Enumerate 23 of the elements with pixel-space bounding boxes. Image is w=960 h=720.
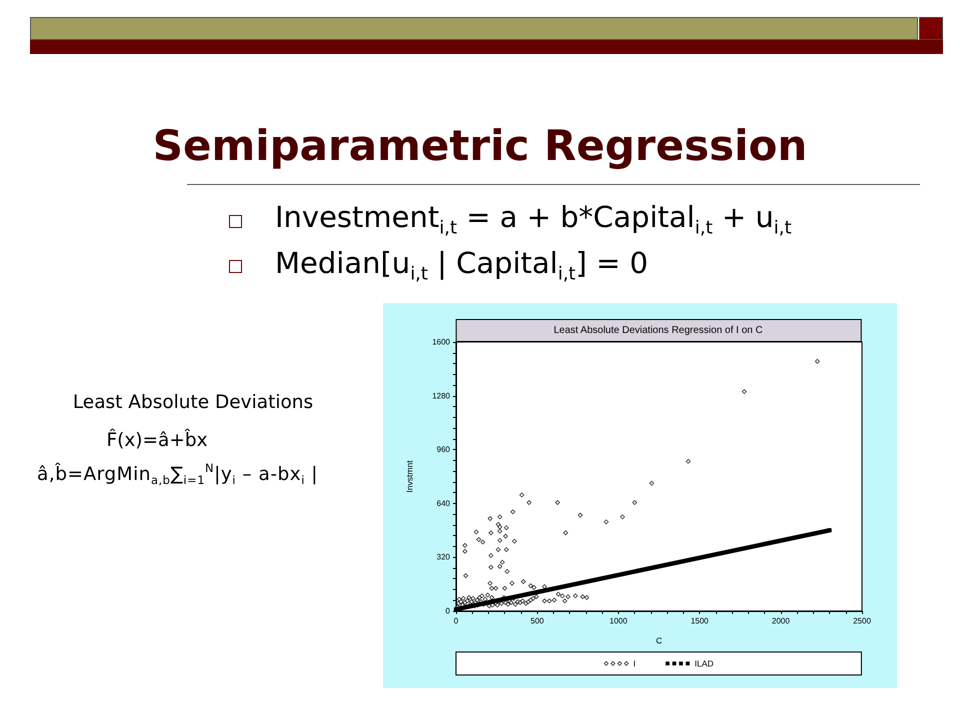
y-axis-title: Invstmnt	[404, 460, 414, 493]
x-axis-title: C	[656, 636, 662, 646]
x-tick-label: 2500	[853, 616, 872, 626]
text: â,b̂=ArgMin$_{a,b}$∑$_{i=1}$$^{N}$|y$_{i}$ – a-bx$_{i}$ |	[37, 460, 318, 487]
y-tick-label: 640	[436, 498, 451, 508]
x-tick-label: 2000	[772, 616, 790, 626]
legend-label: ILAD	[694, 658, 714, 668]
text: Least Absolute Deviations	[72, 391, 314, 415]
text: Semiparametric Regression	[152, 120, 808, 172]
x-tick-label: 0	[454, 616, 459, 626]
y-tick-label: 320	[436, 552, 451, 562]
y-tick-label: 1600	[432, 338, 451, 346]
text: F̂(x)=â+b̂x	[105, 428, 209, 453]
x-tick-label: 1500	[690, 616, 710, 626]
chart-title: Least Absolute Deviations Regression of I on C	[554, 325, 763, 336]
y-tick-label: 0	[446, 606, 451, 616]
y-tick-label: 960	[436, 445, 451, 454]
y-tick-label: 1280	[432, 391, 451, 400]
text: Median[u$_{i,t}$ | Capital$_{i,t}$] = 0	[275, 245, 648, 284]
x-tick-label: 1000	[610, 616, 628, 626]
legend-label: I	[633, 658, 636, 668]
x-tick-label: 500	[530, 616, 544, 626]
text: Investment$_{i,t}$ = a + b*Capital$_{i,t}$ + u$_{i,t}$	[275, 199, 792, 238]
